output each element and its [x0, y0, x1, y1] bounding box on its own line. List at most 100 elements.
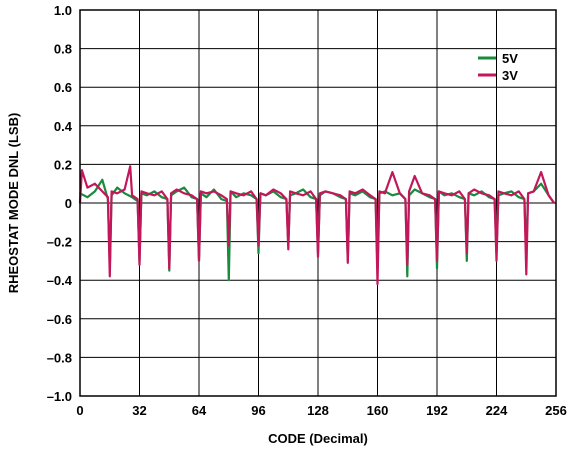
y-tick-label: 0.4 [54, 119, 73, 134]
data-point [465, 252, 468, 255]
data-point [497, 190, 500, 193]
data-point [540, 171, 543, 174]
x-tick-label: 96 [251, 403, 265, 418]
data-point [212, 190, 215, 193]
data-point [279, 192, 282, 195]
data-point [175, 188, 178, 191]
data-point [408, 190, 411, 193]
data-point [287, 248, 290, 251]
legend-label: 3V [502, 68, 518, 83]
y-tick-label: –0.4 [47, 273, 73, 288]
data-point [495, 260, 498, 262]
data-point [473, 188, 476, 191]
data-point [285, 198, 288, 201]
data-point [196, 198, 199, 201]
data-point [346, 261, 349, 264]
data-point [205, 192, 208, 195]
data-point [510, 190, 513, 193]
data-point [465, 260, 468, 262]
data-point [443, 194, 446, 197]
data-point [235, 192, 238, 195]
data-point [131, 194, 133, 197]
data-point [527, 192, 530, 195]
data-point [317, 256, 319, 258]
data-point [257, 244, 260, 247]
data-point [86, 196, 89, 199]
data-point [309, 196, 312, 199]
data-point [302, 194, 305, 197]
data-point [168, 267, 171, 270]
x-tick-label: 0 [76, 403, 83, 418]
data-point [289, 190, 292, 193]
data-point [525, 273, 528, 276]
x-tick-label: 64 [192, 403, 207, 418]
data-point [250, 190, 252, 193]
data-point [199, 190, 202, 193]
data-point [146, 194, 148, 197]
data-point [212, 188, 215, 191]
data-point [101, 178, 104, 181]
y-axis-title: RHEOSTAT MODE DNL (LSB) [6, 113, 21, 294]
y-tick-label: 0 [65, 196, 72, 211]
data-point [170, 192, 173, 195]
data-point [235, 196, 238, 199]
data-point [309, 190, 312, 193]
data-point [80, 169, 83, 172]
data-point [190, 194, 193, 197]
data-point [480, 192, 483, 195]
data-point [540, 182, 543, 185]
data-point [391, 194, 394, 197]
data-point [443, 192, 446, 195]
data-point [160, 190, 163, 193]
data-point [168, 269, 171, 272]
data-point [108, 275, 111, 278]
data-point [436, 267, 438, 270]
y-tick-label: 1.0 [54, 3, 72, 18]
data-point [324, 190, 327, 193]
data-point [138, 263, 141, 266]
y-tick-label: 0.8 [54, 42, 72, 57]
data-point [220, 198, 223, 201]
data-point [463, 198, 466, 201]
legend-label: 5V [502, 51, 518, 66]
data-point [265, 194, 267, 197]
data-point [93, 190, 96, 193]
x-tick-label: 256 [545, 403, 567, 418]
data-point [437, 190, 440, 193]
x-tick-label: 32 [132, 403, 146, 418]
data-point [140, 190, 143, 193]
data-point [183, 186, 186, 189]
data-point [391, 171, 394, 174]
data-point [116, 186, 119, 189]
data-point [458, 196, 461, 199]
x-axis-title: CODE (Decimal) [268, 431, 368, 446]
data-point [205, 196, 208, 199]
data-point [153, 190, 156, 193]
data-point [331, 192, 334, 195]
data-point [110, 190, 113, 193]
data-point [406, 263, 409, 266]
series-line-3V [78, 165, 555, 286]
x-tick-label: 160 [367, 403, 389, 418]
data-point [510, 194, 513, 197]
grid-lines [79, 9, 557, 397]
data-point [354, 192, 357, 195]
data-point [404, 198, 407, 201]
data-point [384, 192, 386, 195]
data-point [434, 198, 437, 201]
data-point [378, 190, 381, 193]
data-point [421, 192, 424, 195]
data-point [348, 190, 351, 193]
data-point [225, 198, 228, 201]
y-tick-label: –0.2 [47, 235, 72, 250]
data-point [523, 198, 526, 201]
data-point [242, 194, 245, 197]
data-point [106, 196, 109, 199]
data-point [146, 192, 148, 195]
data-point [369, 194, 371, 197]
data-point [344, 198, 347, 201]
data-point [553, 202, 556, 204]
data-point [101, 190, 104, 193]
data-point [198, 260, 200, 262]
